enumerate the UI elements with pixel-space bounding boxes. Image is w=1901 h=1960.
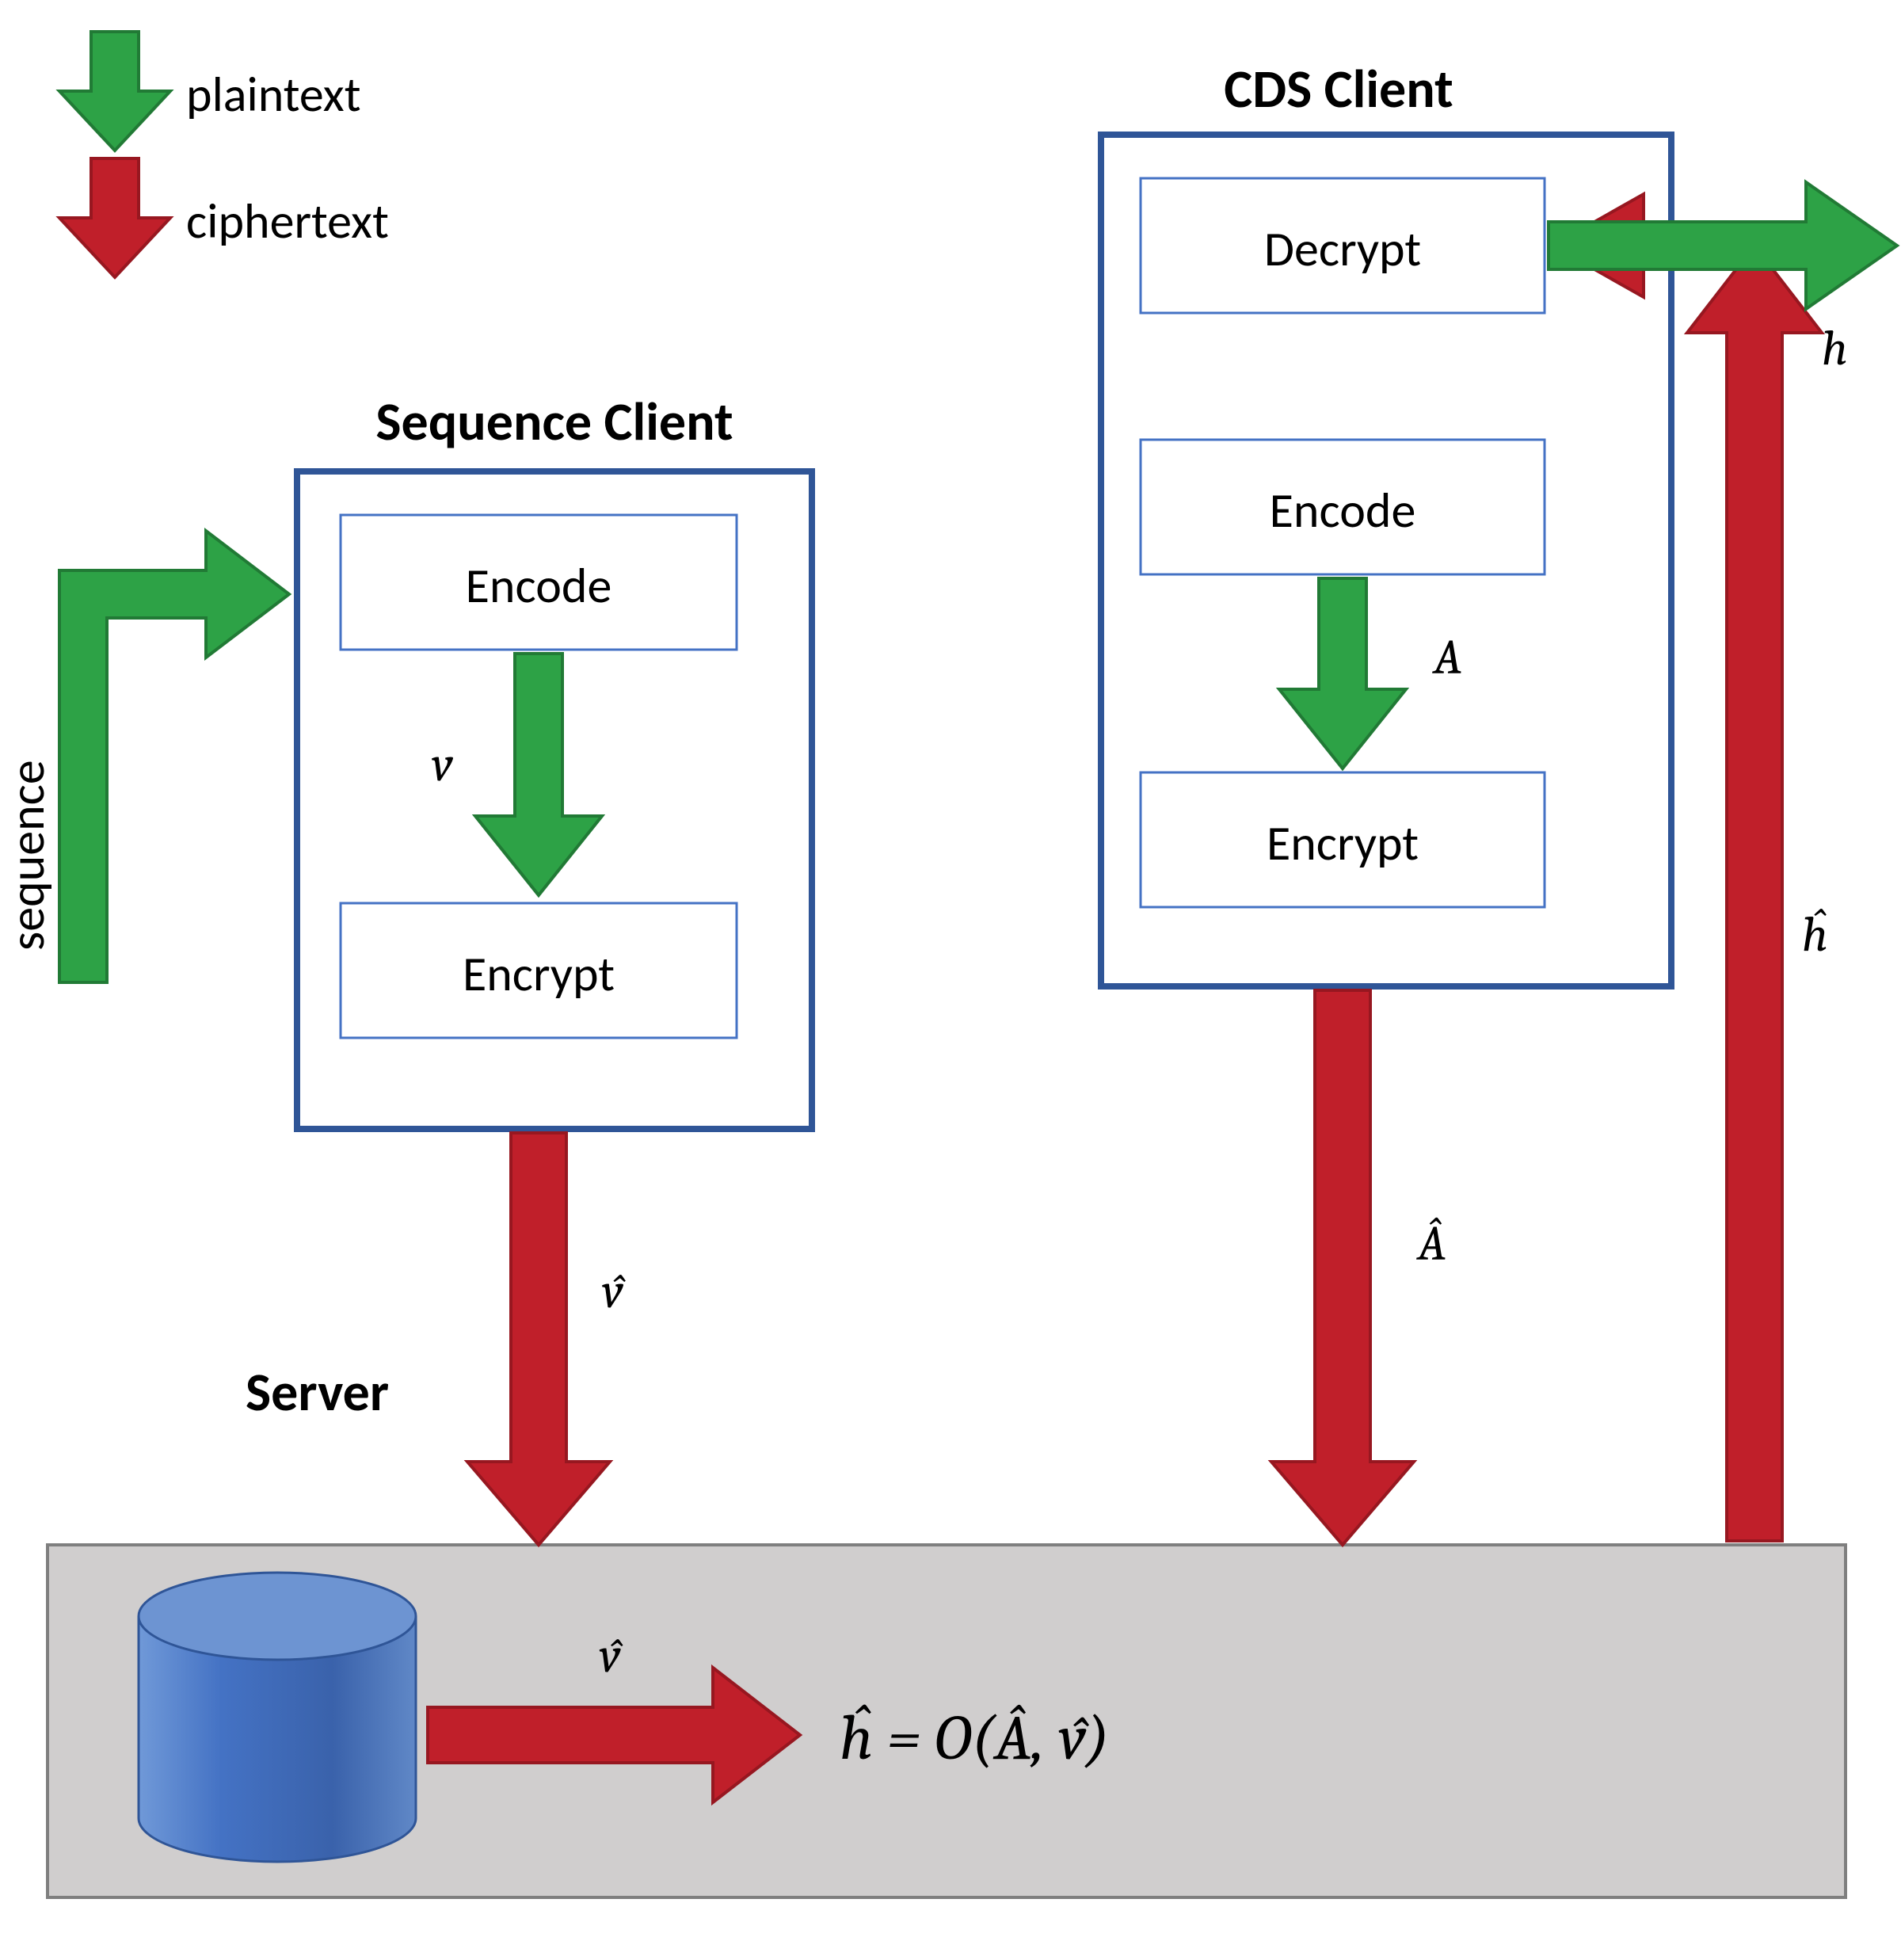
cds-encrypt-label: Encrypt [1267, 813, 1419, 873]
legend-plaintext-arrow [59, 32, 170, 151]
label-hhat: ĥ [1802, 906, 1828, 963]
arrow-vhat-down [467, 1133, 610, 1545]
label-vhat-server: v̂ [600, 1627, 624, 1684]
seq-encrypt-label: Encrypt [463, 944, 615, 1004]
cds-encode-label: Encode [1270, 480, 1416, 540]
legend-ciphertext-label: ciphertext [186, 191, 389, 251]
label-h: h [1822, 320, 1848, 377]
database-icon [139, 1573, 416, 1862]
label-A: A [1432, 629, 1462, 686]
label-vhat: v̂ [602, 1263, 627, 1320]
cds-decrypt-label: Decrypt [1264, 219, 1421, 279]
legend-plaintext-label: plaintext [186, 64, 361, 124]
arrow-Ahat-down [1271, 990, 1414, 1545]
label-Ahat: Â [1416, 1215, 1446, 1272]
label-sequence: sequence [0, 760, 57, 951]
label-v: v [432, 736, 454, 793]
seq-encode-label: Encode [466, 555, 612, 616]
legend-ciphertext-arrow [59, 158, 170, 277]
formula: ĥ = O(Â, v̂) [840, 1702, 1110, 1775]
cds-client-title: CDS Client [1224, 56, 1453, 122]
server-title: Server [246, 1359, 389, 1425]
diagram-canvas: plaintext ciphertext CDS Client Decrypt … [0, 0, 1901, 1960]
legend: plaintext ciphertext [59, 32, 389, 277]
arrow-sequence-in [59, 531, 289, 982]
sequence-client-title: Sequence Client [375, 389, 733, 455]
